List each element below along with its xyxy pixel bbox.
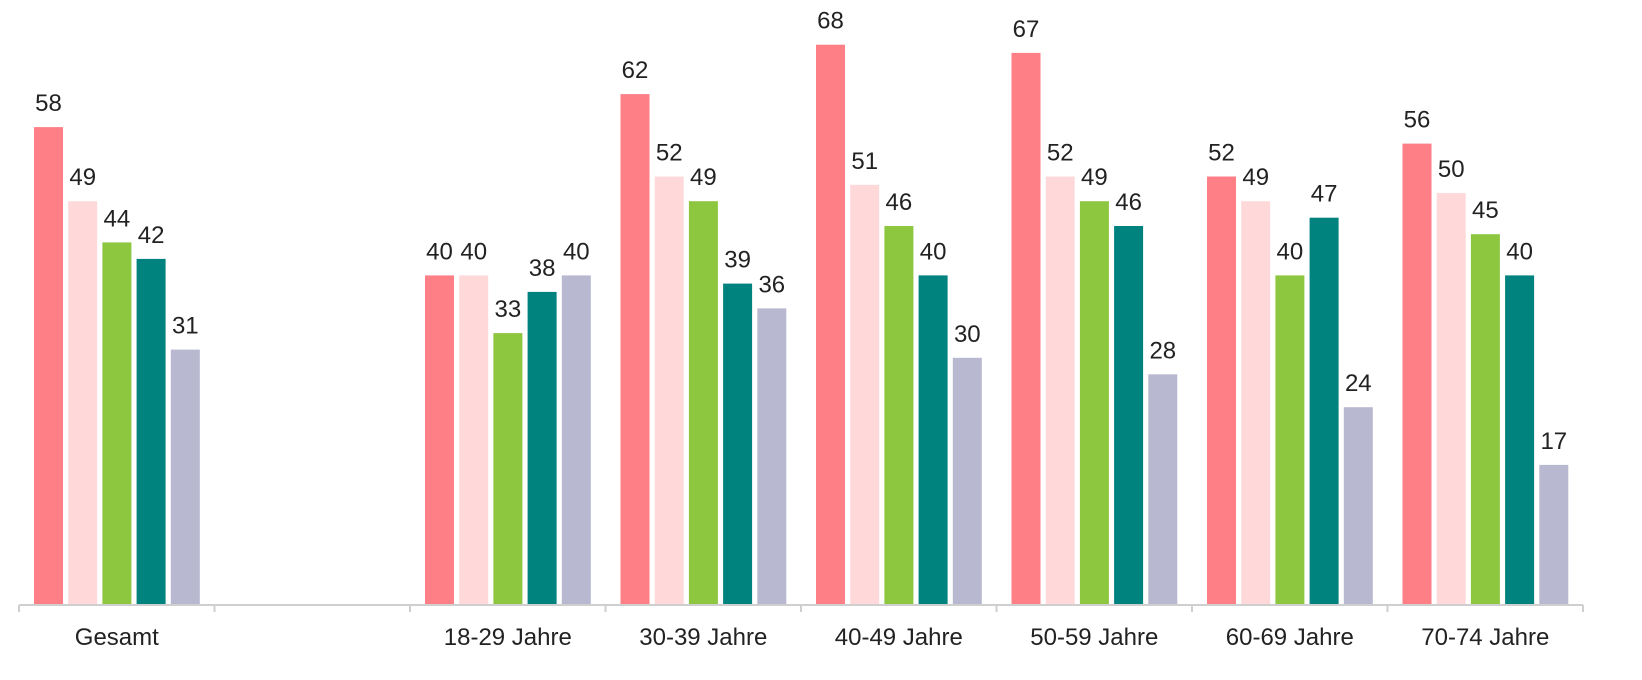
bar-70-74-jahre-series-2 — [1436, 193, 1466, 605]
value-label-50-59-jahre-series-1: 67 — [1013, 16, 1040, 43]
value-label-50-59-jahre-series-2: 52 — [1047, 140, 1074, 167]
bar-30-39-jahre-series-1 — [620, 94, 650, 605]
value-label-gesamt-series-3: 44 — [104, 205, 131, 232]
value-label-50-59-jahre-series-5: 28 — [1149, 337, 1176, 364]
value-label-40-49-jahre-series-2: 51 — [851, 148, 878, 175]
value-label-70-74-jahre-series-5: 17 — [1540, 428, 1567, 455]
bar-70-74-jahre-series-4 — [1505, 275, 1535, 605]
bar-70-74-jahre-series-1 — [1402, 143, 1432, 605]
value-label-30-39-jahre-series-5: 36 — [758, 271, 785, 298]
bar-60-69-jahre-series-4 — [1309, 217, 1339, 605]
bar-40-49-jahre-series-3 — [884, 226, 914, 605]
value-label-60-69-jahre-series-1: 52 — [1208, 140, 1235, 167]
bar-40-49-jahre-series-5 — [952, 357, 982, 605]
value-label-30-39-jahre-series-3: 49 — [690, 164, 717, 191]
value-label-70-74-jahre-series-3: 45 — [1472, 197, 1499, 224]
value-label-40-49-jahre-series-4: 40 — [920, 238, 947, 265]
value-label-18-29-jahre-series-2: 40 — [460, 238, 487, 265]
bar-50-59-jahre-series-4 — [1114, 226, 1144, 605]
value-label-gesamt-series-4: 42 — [138, 222, 165, 249]
x-axis — [18, 604, 1584, 612]
value-label-70-74-jahre-series-2: 50 — [1438, 156, 1465, 183]
bar-60-69-jahre-series-5 — [1343, 407, 1373, 605]
bar-40-49-jahre-series-1 — [816, 44, 845, 605]
value-label-70-74-jahre-series-1: 56 — [1404, 107, 1431, 134]
value-label-18-29-jahre-series-5: 40 — [563, 238, 590, 265]
value-label-60-69-jahre-series-5: 24 — [1345, 370, 1372, 397]
value-label-60-69-jahre-series-3: 40 — [1277, 238, 1304, 265]
category-labels-layer: Gesamt 18-29 Jahre 30-39 Jahre 40-49 Jahre 5… — [75, 624, 1550, 651]
bar-70-74-jahre-series-5 — [1539, 464, 1569, 605]
category-label-60-69-jahre: 60-69 Jahre — [1226, 624, 1354, 651]
value-label-gesamt-series-2: 49 — [69, 164, 96, 191]
value-label-18-29-jahre-series-1: 40 — [426, 238, 453, 265]
value-label-30-39-jahre-series-1: 62 — [622, 57, 649, 84]
bar-gesamt-series-4 — [136, 258, 166, 605]
bar-60-69-jahre-series-1 — [1207, 176, 1236, 605]
category-label-40-49-jahre: 40-49 Jahre — [835, 624, 963, 651]
value-label-30-39-jahre-series-2: 52 — [656, 140, 683, 167]
value-label-gesamt-series-5: 31 — [172, 313, 199, 340]
bar-30-39-jahre-series-2 — [654, 176, 684, 605]
bar-18-29-jahre-series-1 — [425, 275, 454, 605]
bar-70-74-jahre-series-3 — [1470, 234, 1500, 605]
value-label-70-74-jahre-series-4: 40 — [1506, 238, 1533, 265]
bar-40-49-jahre-series-4 — [918, 275, 948, 605]
bar-gesamt-series-1 — [34, 127, 63, 605]
value-label-60-69-jahre-series-2: 49 — [1242, 164, 1269, 191]
value-labels-layer: 58 49 44 42 31 40 40 33 38 40 62 52 49 39 36 68 51 46 40 30… — [35, 8, 1567, 455]
bar-50-59-jahre-series-3 — [1079, 201, 1109, 605]
category-label-50-59-jahre: 50-59 Jahre — [1030, 624, 1158, 651]
value-label-18-29-jahre-series-3: 33 — [495, 296, 522, 323]
bars-layer — [34, 44, 1569, 606]
bar-18-29-jahre-series-2 — [459, 275, 489, 605]
category-label-18-29-jahre: 18-29 Jahre — [444, 624, 572, 651]
bar-30-39-jahre-series-5 — [757, 308, 787, 605]
bar-gesamt-series-5 — [170, 349, 200, 605]
category-label-70-74-jahre: 70-74 Jahre — [1421, 624, 1549, 651]
bar-60-69-jahre-series-2 — [1241, 201, 1271, 605]
bar-50-59-jahre-series-1 — [1011, 52, 1041, 605]
bar-gesamt-series-3 — [102, 242, 132, 605]
category-label-gesamt: Gesamt — [75, 624, 159, 651]
bar-50-59-jahre-series-2 — [1045, 176, 1075, 605]
value-label-40-49-jahre-series-1: 68 — [817, 8, 844, 35]
bar-18-29-jahre-series-3 — [493, 333, 523, 605]
value-label-60-69-jahre-series-4: 47 — [1311, 181, 1338, 208]
value-label-50-59-jahre-series-4: 46 — [1115, 189, 1142, 216]
value-label-40-49-jahre-series-3: 46 — [886, 189, 913, 216]
bar-60-69-jahre-series-3 — [1275, 275, 1305, 605]
bar-40-49-jahre-series-2 — [850, 184, 880, 606]
value-label-40-49-jahre-series-5: 30 — [954, 321, 981, 348]
category-label-30-39-jahre: 30-39 Jahre — [639, 624, 767, 651]
bar-18-29-jahre-series-5 — [561, 275, 591, 605]
bar-30-39-jahre-series-3 — [688, 201, 718, 605]
bar-50-59-jahre-series-5 — [1148, 374, 1178, 605]
bar-gesamt-series-2 — [68, 201, 98, 605]
value-label-50-59-jahre-series-3: 49 — [1081, 164, 1108, 191]
bar-30-39-jahre-series-4 — [723, 283, 753, 605]
value-label-gesamt-series-1: 58 — [35, 90, 62, 117]
value-label-30-39-jahre-series-4: 39 — [724, 247, 751, 274]
bar-18-29-jahre-series-4 — [527, 291, 557, 605]
value-label-18-29-jahre-series-4: 38 — [529, 255, 556, 282]
